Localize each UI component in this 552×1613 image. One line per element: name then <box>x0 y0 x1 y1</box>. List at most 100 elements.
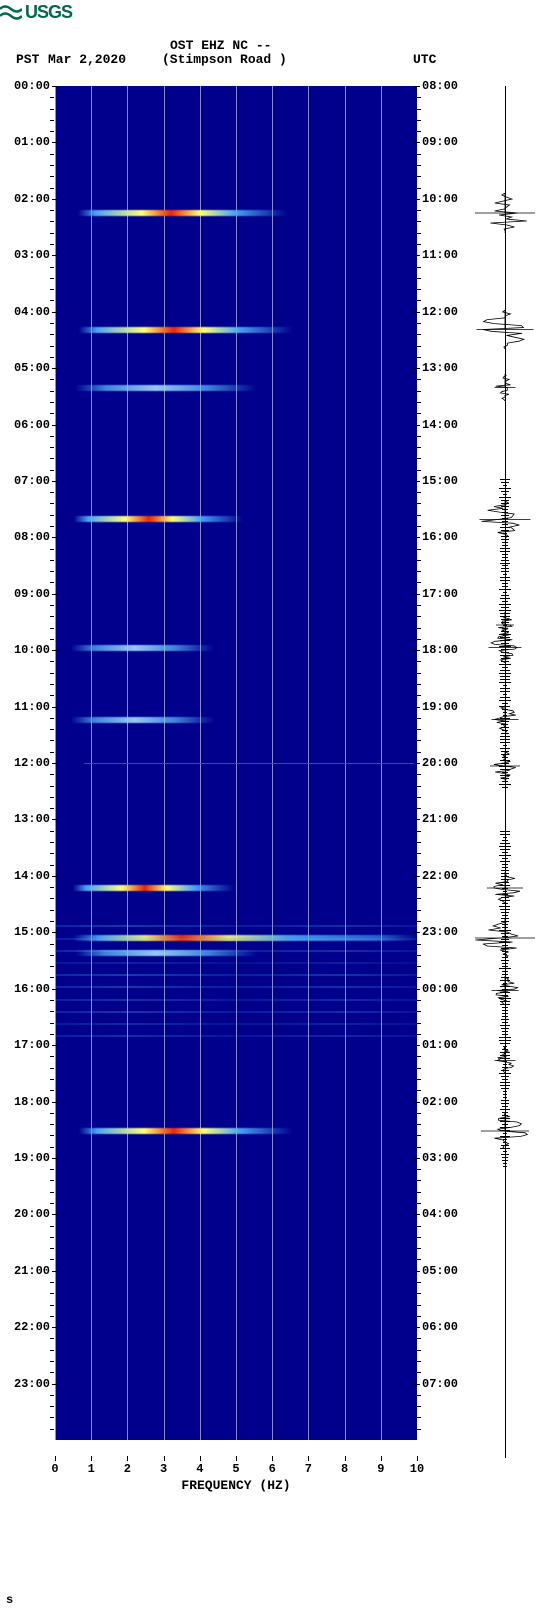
spectral-event <box>55 645 254 651</box>
spectrogram-plot <box>55 86 417 1458</box>
minor-tick <box>50 447 54 448</box>
minor-tick <box>50 582 54 583</box>
utc-tick: 03:00 <box>422 1151 458 1165</box>
gridline <box>164 86 165 1458</box>
minor-tick <box>417 1305 421 1306</box>
trace-fuzz <box>502 858 507 859</box>
trace-fuzz <box>503 1166 507 1167</box>
trace-fuzz <box>499 784 511 785</box>
trace-fuzz <box>502 971 507 972</box>
minor-tick <box>417 323 421 324</box>
gridline <box>272 86 273 1458</box>
trace-fuzz <box>502 966 507 967</box>
minor-tick <box>417 1226 421 1227</box>
utc-tick: 22:00 <box>422 869 458 883</box>
minor-tick <box>50 1237 54 1238</box>
pst-tick: 01:00 <box>6 135 50 149</box>
minor-tick <box>50 300 54 301</box>
minor-tick <box>417 154 421 155</box>
noise-row <box>55 938 417 940</box>
trace-fuzz <box>500 831 510 832</box>
minor-tick <box>50 786 54 787</box>
minor-tick <box>417 244 421 245</box>
x-tick: 9 <box>371 1462 391 1476</box>
minor-tick <box>50 120 54 121</box>
trace-fuzz <box>503 1151 508 1152</box>
minor-tick <box>50 221 54 222</box>
minor-tick <box>417 808 421 809</box>
noise-row <box>55 974 417 976</box>
trace-fuzz <box>503 574 507 575</box>
minor-tick <box>417 740 421 741</box>
x-tick: 10 <box>407 1462 427 1476</box>
minor-tick <box>50 639 54 640</box>
minor-tick <box>417 1113 421 1114</box>
minor-tick <box>417 458 421 459</box>
minor-tick <box>50 188 54 189</box>
minor-tick <box>50 887 54 888</box>
minor-tick <box>417 120 421 121</box>
trace-fuzz <box>501 1019 510 1020</box>
gridline <box>200 86 201 1458</box>
minor-tick <box>50 526 54 527</box>
minor-tick <box>50 605 54 606</box>
minor-tick <box>50 131 54 132</box>
trace-spike <box>470 705 540 734</box>
pst-tick: 07:00 <box>6 474 50 488</box>
minor-tick <box>50 1203 54 1204</box>
trace-fuzz <box>501 482 508 483</box>
trace-fuzz <box>502 557 507 558</box>
trace-fuzz <box>503 745 508 746</box>
station-line1: OST EHZ NC -- <box>170 38 271 53</box>
utc-tick: 04:00 <box>422 1207 458 1221</box>
minor-tick <box>417 1282 421 1283</box>
utc-tick: 23:00 <box>422 925 458 939</box>
minor-tick <box>417 571 421 572</box>
trace-fuzz <box>502 781 508 782</box>
minor-tick <box>417 853 421 854</box>
pst-tick: 15:00 <box>6 925 50 939</box>
seismogram-trace <box>470 86 540 1458</box>
minor-tick <box>417 221 421 222</box>
trace-spike <box>470 751 540 781</box>
trace-fuzz <box>502 554 507 555</box>
minor-tick <box>417 210 421 211</box>
minor-tick <box>417 1056 421 1057</box>
trace-fuzz <box>499 604 511 605</box>
minor-tick <box>417 1079 421 1080</box>
minor-tick <box>417 188 421 189</box>
minor-tick <box>417 1350 421 1351</box>
gridline <box>345 86 346 1458</box>
minor-tick <box>50 898 54 899</box>
minor-tick <box>50 808 54 809</box>
minor-tick <box>50 323 54 324</box>
trace-fuzz <box>501 1103 509 1104</box>
trace-fuzz <box>502 1157 508 1158</box>
minor-tick <box>50 1135 54 1136</box>
trace-spike <box>470 918 540 958</box>
spectral-event <box>55 327 352 333</box>
minor-tick <box>417 267 421 268</box>
trace-fuzz <box>500 748 510 749</box>
minor-tick <box>50 278 54 279</box>
minor-tick <box>50 1417 54 1418</box>
trace-fuzz <box>502 601 508 602</box>
minor-tick <box>50 233 54 234</box>
trace-fuzz <box>500 843 510 844</box>
usgs-logo-text: USGS <box>25 2 72 23</box>
minor-tick <box>50 944 54 945</box>
minor-tick <box>50 379 54 380</box>
minor-tick <box>417 1406 421 1407</box>
pst-tick: 13:00 <box>6 812 50 826</box>
trace-fuzz <box>502 545 507 546</box>
trace-fuzz <box>500 580 510 581</box>
minor-tick <box>417 278 421 279</box>
x-tick: 1 <box>81 1462 101 1476</box>
utc-tick: 09:00 <box>422 135 458 149</box>
pst-tick: 22:00 <box>6 1320 50 1334</box>
trace-spike <box>470 1113 540 1149</box>
minor-tick <box>50 1124 54 1125</box>
minor-tick <box>50 470 54 471</box>
x-tick: 6 <box>262 1462 282 1476</box>
trace-fuzz <box>501 607 508 608</box>
